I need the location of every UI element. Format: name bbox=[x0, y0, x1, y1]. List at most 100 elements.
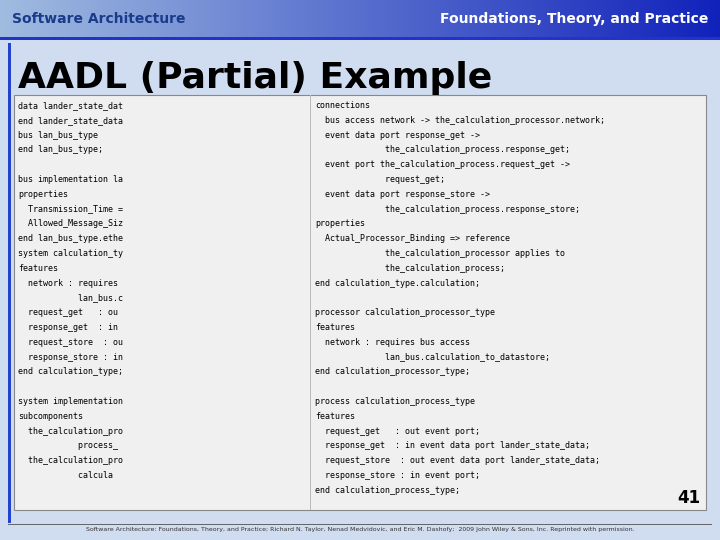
Bar bbox=[588, 0, 589, 37]
Bar bbox=[97, 0, 98, 37]
Bar bbox=[210, 0, 211, 37]
Bar bbox=[517, 0, 518, 37]
Bar bbox=[354, 0, 355, 37]
Bar bbox=[154, 0, 155, 37]
Bar bbox=[369, 0, 370, 37]
Bar bbox=[604, 0, 605, 37]
Bar bbox=[479, 0, 480, 37]
Bar bbox=[240, 0, 241, 37]
Bar bbox=[608, 0, 609, 37]
Bar bbox=[185, 0, 186, 37]
Bar bbox=[368, 0, 369, 37]
Bar bbox=[531, 0, 532, 37]
Bar bbox=[401, 0, 402, 37]
Bar bbox=[641, 0, 642, 37]
Bar bbox=[620, 0, 621, 37]
Bar bbox=[94, 0, 95, 37]
Bar bbox=[559, 0, 560, 37]
Bar bbox=[646, 0, 647, 37]
Bar bbox=[701, 0, 702, 37]
Bar bbox=[497, 0, 498, 37]
Bar bbox=[543, 0, 544, 37]
Text: system calculation_ty: system calculation_ty bbox=[18, 249, 123, 258]
Bar bbox=[158, 0, 159, 37]
Bar bbox=[477, 0, 478, 37]
Bar bbox=[482, 0, 483, 37]
Bar bbox=[572, 0, 573, 37]
Bar bbox=[390, 0, 391, 37]
Bar bbox=[280, 0, 281, 37]
Bar bbox=[141, 0, 142, 37]
Bar bbox=[425, 0, 426, 37]
Bar bbox=[464, 0, 465, 37]
Bar bbox=[532, 0, 533, 37]
Bar bbox=[246, 0, 247, 37]
Bar bbox=[494, 0, 495, 37]
Bar bbox=[441, 0, 442, 37]
Bar bbox=[187, 0, 188, 37]
Bar bbox=[388, 0, 389, 37]
Text: Actual_Processor_Binding => reference: Actual_Processor_Binding => reference bbox=[315, 234, 510, 243]
Bar bbox=[204, 0, 205, 37]
Bar bbox=[426, 0, 427, 37]
Bar bbox=[92, 0, 93, 37]
Bar bbox=[598, 0, 599, 37]
Bar bbox=[656, 0, 657, 37]
Bar bbox=[254, 0, 255, 37]
Bar bbox=[250, 0, 251, 37]
Bar bbox=[16, 0, 17, 37]
Bar bbox=[231, 0, 232, 37]
Bar bbox=[557, 0, 558, 37]
Bar bbox=[77, 0, 78, 37]
Text: network : requires bus access: network : requires bus access bbox=[315, 338, 470, 347]
Bar bbox=[640, 0, 641, 37]
Bar bbox=[693, 0, 694, 37]
Bar bbox=[451, 0, 452, 37]
Bar bbox=[352, 0, 353, 37]
Bar bbox=[55, 0, 56, 37]
Bar bbox=[484, 0, 485, 37]
Text: features: features bbox=[18, 264, 58, 273]
Bar bbox=[56, 0, 57, 37]
Bar bbox=[380, 0, 381, 37]
Bar bbox=[211, 0, 212, 37]
Bar bbox=[288, 0, 289, 37]
Bar bbox=[163, 0, 164, 37]
Bar bbox=[439, 0, 440, 37]
Bar bbox=[642, 0, 643, 37]
Bar bbox=[553, 0, 554, 37]
Bar bbox=[86, 0, 87, 37]
Text: properties: properties bbox=[315, 219, 365, 228]
Text: the_calculation_pro: the_calculation_pro bbox=[18, 427, 123, 436]
Bar bbox=[634, 0, 635, 37]
Bar bbox=[148, 0, 149, 37]
Bar bbox=[37, 0, 38, 37]
Text: request_get   : ou: request_get : ou bbox=[18, 308, 118, 317]
Bar bbox=[243, 0, 244, 37]
Bar bbox=[8, 0, 9, 37]
Bar bbox=[25, 0, 26, 37]
Bar bbox=[614, 0, 615, 37]
Text: the_calculation_process;: the_calculation_process; bbox=[315, 264, 505, 273]
Bar bbox=[339, 0, 340, 37]
Bar bbox=[41, 0, 42, 37]
Bar bbox=[275, 0, 276, 37]
Bar bbox=[502, 0, 503, 37]
Bar bbox=[493, 0, 494, 37]
Bar bbox=[547, 0, 548, 37]
Bar bbox=[259, 0, 260, 37]
Bar bbox=[430, 0, 431, 37]
Text: Software Architecture: Foundations, Theory, and Practice; Richard N. Taylor, Nen: Software Architecture: Foundations, Theo… bbox=[86, 527, 634, 532]
Bar bbox=[116, 0, 117, 37]
Bar bbox=[50, 0, 51, 37]
Bar bbox=[15, 0, 16, 37]
Text: event port the_calculation_process.request_get ->: event port the_calculation_process.reque… bbox=[315, 160, 570, 169]
Text: bus lan_bus_type: bus lan_bus_type bbox=[18, 131, 98, 140]
Bar bbox=[202, 0, 203, 37]
Bar bbox=[298, 0, 299, 37]
Bar bbox=[712, 0, 713, 37]
Bar bbox=[162, 0, 163, 37]
Bar bbox=[431, 0, 432, 37]
Bar bbox=[375, 0, 376, 37]
Bar bbox=[643, 0, 644, 37]
